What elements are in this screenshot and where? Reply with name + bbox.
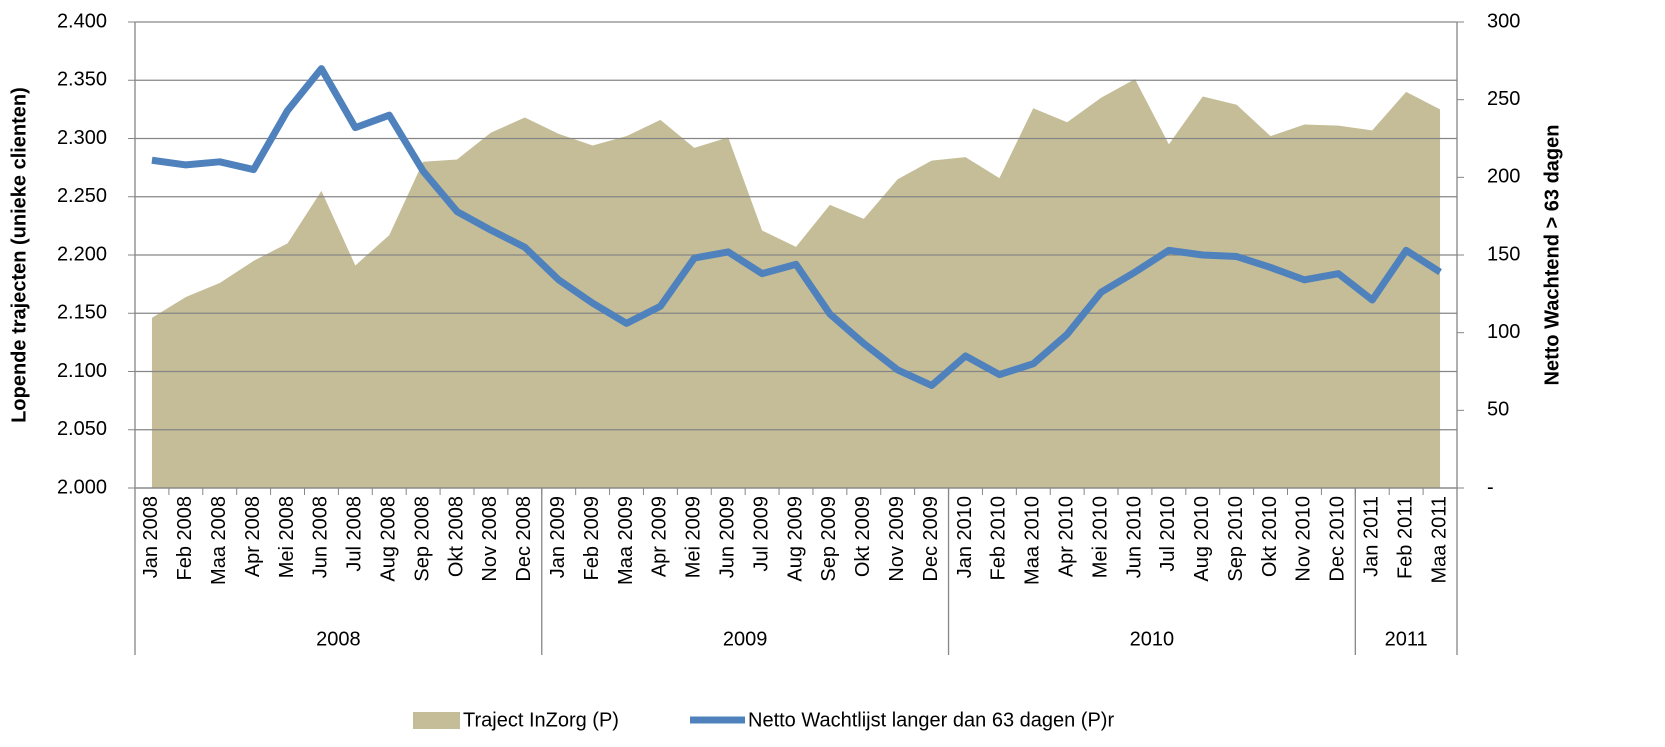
x-tick-label: Maa 2010 xyxy=(1022,496,1044,585)
y2-tick-label: 200 xyxy=(1487,166,1520,188)
x-tick-label: Okt 2010 xyxy=(1259,496,1281,577)
y2-tick-label: - xyxy=(1487,476,1494,498)
x-tick-label: Maa 2008 xyxy=(208,496,230,585)
year-label: 2011 xyxy=(1385,628,1428,650)
y2-tick-label: 50 xyxy=(1487,399,1509,421)
x-tick-label: Okt 2009 xyxy=(852,496,874,577)
x-tick-label: Jun 2008 xyxy=(310,496,332,578)
x-tick-label: Dec 2010 xyxy=(1327,496,1349,582)
y2-tick-label: 250 xyxy=(1487,88,1520,110)
x-tick-label: Aug 2008 xyxy=(378,496,400,582)
x-tick-label: Jan 2008 xyxy=(140,496,162,578)
x-tick-label: Sep 2009 xyxy=(818,496,840,582)
y2-axis-title: Netto Wachtend > 63 dagen xyxy=(1541,125,1563,386)
y-axis-title: Lopende trajecten (unieke clienten) xyxy=(8,87,30,423)
y-tick-label: 2.050 xyxy=(57,418,107,440)
x-tick-label: Nov 2008 xyxy=(479,496,501,582)
x-tick-label: Maa 2009 xyxy=(615,496,637,585)
x-tick-label: Nov 2009 xyxy=(886,496,908,582)
y-tick-label: 2.400 xyxy=(57,10,107,32)
x-tick-label: Jun 2009 xyxy=(716,496,738,578)
x-tick-label: Feb 2009 xyxy=(581,496,603,581)
x-tick-label: Aug 2010 xyxy=(1191,496,1213,582)
x-tick-label: Jan 2009 xyxy=(547,496,569,578)
y-tick-label: 2.300 xyxy=(57,127,107,149)
x-tick-label: Apr 2010 xyxy=(1055,496,1077,577)
x-tick-label: Apr 2009 xyxy=(649,496,671,577)
x-tick-label: Jan 2010 xyxy=(954,496,976,578)
x-tick-label: Jul 2009 xyxy=(750,496,772,572)
x-tick-label: Dec 2009 xyxy=(920,496,942,582)
year-label: 2008 xyxy=(316,628,361,650)
area xyxy=(151,79,1441,489)
x-tick-label: Apr 2008 xyxy=(242,496,264,577)
y2-tick-label: 150 xyxy=(1487,243,1520,265)
legend-label: Traject InZorg (P) xyxy=(463,709,619,731)
year-label: 2009 xyxy=(723,628,768,650)
x-tick-label: Nov 2010 xyxy=(1293,496,1315,582)
x-tick-label: Dec 2008 xyxy=(513,496,535,582)
legend-swatch xyxy=(413,712,460,729)
x-tick-label: Mei 2010 xyxy=(1089,496,1111,578)
y2-tick-label: 300 xyxy=(1487,10,1520,32)
y-tick-label: 2.250 xyxy=(57,185,107,207)
x-tick-label: Jun 2010 xyxy=(1123,496,1145,578)
x-tick-label: Feb 2011 xyxy=(1394,496,1416,579)
x-tick-label: Mei 2009 xyxy=(683,496,705,578)
x-tick-label: Aug 2009 xyxy=(784,496,806,582)
y-tick-label: 2.100 xyxy=(57,360,107,382)
x-tick-label: Okt 2008 xyxy=(445,496,467,577)
legend-label: Netto Wachtlijst langer dan 63 dagen (P)… xyxy=(748,709,1114,731)
y-tick-label: 2.000 xyxy=(57,476,107,498)
y-tick-label: 2.150 xyxy=(57,302,107,324)
x-tick-label: Mei 2008 xyxy=(276,496,298,578)
x-tick-label: Maa 2011 xyxy=(1428,496,1450,583)
x-tick-label: Feb 2010 xyxy=(988,496,1010,581)
plot-area xyxy=(151,79,1441,489)
x-tick-label: Sep 2008 xyxy=(411,496,433,582)
year-label: 2010 xyxy=(1130,628,1175,650)
x-tick-label: Jul 2010 xyxy=(1157,496,1179,572)
line xyxy=(151,65,1442,389)
y-tick-label: 2.200 xyxy=(57,243,107,265)
y-tick-label: 2.350 xyxy=(57,69,107,91)
x-tick-label: Jan 2011 xyxy=(1361,496,1383,577)
x-tick-label: Feb 2008 xyxy=(174,496,196,581)
x-tick-label: Jul 2008 xyxy=(344,496,366,572)
y2-tick-label: 100 xyxy=(1487,321,1520,343)
x-tick-label: Sep 2010 xyxy=(1225,496,1247,582)
